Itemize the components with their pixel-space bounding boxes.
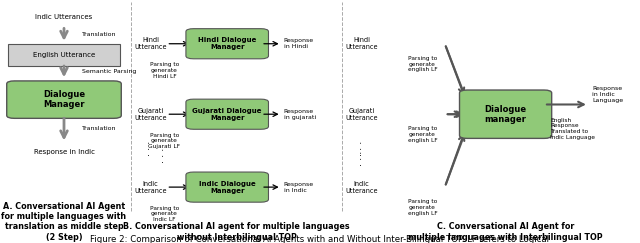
Text: Response
in gujarati: Response in gujarati	[284, 109, 316, 120]
Text: Response
in Hindi: Response in Hindi	[284, 38, 314, 49]
Text: Dialogue
Manager: Dialogue Manager	[43, 90, 85, 109]
Text: Response
in Indic
Language: Response in Indic Language	[592, 87, 623, 103]
FancyBboxPatch shape	[7, 81, 122, 118]
Text: · · ·: · · ·	[356, 141, 367, 156]
Text: · · ·: · · ·	[159, 148, 170, 163]
Text: Parsing to
generate
Hindi LF: Parsing to generate Hindi LF	[150, 62, 179, 79]
Text: Translation: Translation	[82, 126, 116, 131]
FancyBboxPatch shape	[186, 99, 269, 129]
Text: Indic Dialogue
Manager: Indic Dialogue Manager	[199, 181, 255, 194]
Text: Hindi Dialogue
Manager: Hindi Dialogue Manager	[198, 37, 257, 50]
Text: Gujarati Dialogue
Manager: Gujarati Dialogue Manager	[193, 108, 262, 121]
Text: Parsing to
generate
Gujarati LF: Parsing to generate Gujarati LF	[148, 133, 180, 149]
Text: · · ·: · · ·	[145, 141, 156, 156]
Text: B. Conversational AI agent for multiple languages
without Interbilingual TOP: B. Conversational AI agent for multiple …	[124, 222, 350, 242]
Text: Indic
Utterance: Indic Utterance	[134, 181, 166, 194]
Text: Gujarati
Utterance: Gujarati Utterance	[346, 108, 378, 121]
FancyBboxPatch shape	[186, 172, 269, 202]
FancyBboxPatch shape	[460, 90, 552, 139]
Text: Parsing to
generate
Indic LF: Parsing to generate Indic LF	[150, 206, 179, 222]
Text: Hindi
Utterance: Hindi Utterance	[346, 37, 378, 50]
Text: C. Conversational AI Agent for
multiple languages with Interbilingual TOP: C. Conversational AI Agent for multiple …	[408, 222, 603, 242]
Text: Response in Indic: Response in Indic	[33, 149, 95, 155]
Text: Parsing to
generate
english LF: Parsing to generate english LF	[408, 56, 437, 72]
FancyBboxPatch shape	[8, 44, 120, 66]
Text: Gujarati
Utterance: Gujarati Utterance	[134, 108, 166, 121]
Text: Translation: Translation	[82, 32, 116, 37]
Text: A. Conversational AI Agent
for multiple languages with
translation as middle ste: A. Conversational AI Agent for multiple …	[1, 202, 127, 242]
Text: Dialogue
manager: Dialogue manager	[484, 104, 527, 124]
Text: Response
in Indic: Response in Indic	[284, 182, 314, 192]
Text: Parsing to
generate
english LF: Parsing to generate english LF	[408, 199, 437, 216]
Text: · · ·: · · ·	[356, 150, 367, 165]
Text: Indic Utterances: Indic Utterances	[35, 14, 93, 20]
Text: Hindi
Utterance: Hindi Utterance	[134, 37, 166, 50]
Text: English Utterance: English Utterance	[33, 52, 95, 58]
Text: English
Response
Translated to
Indic Language: English Response Translated to Indic Lan…	[550, 118, 595, 140]
Text: Parsing to
generate
english LF: Parsing to generate english LF	[408, 126, 437, 143]
FancyBboxPatch shape	[186, 29, 269, 59]
Text: Figure 2: Comparison of Conversational AI Agents with and Without Inter-Bilingua: Figure 2: Comparison of Conversational A…	[90, 235, 550, 243]
Text: Semantic Parsing: Semantic Parsing	[82, 69, 136, 74]
Text: Indic
Utterance: Indic Utterance	[346, 181, 378, 194]
